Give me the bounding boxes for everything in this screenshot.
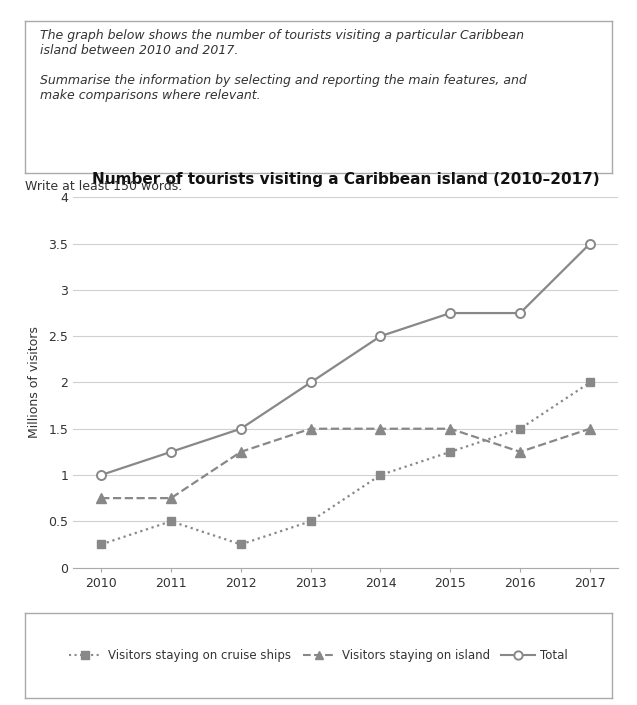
Title: Number of tourists visiting a Caribbean island (2010–2017): Number of tourists visiting a Caribbean … — [92, 171, 599, 187]
Text: The graph below shows the number of tourists visiting a particular Caribbean
isl: The graph below shows the number of tour… — [40, 29, 527, 102]
Y-axis label: Millions of visitors: Millions of visitors — [29, 326, 41, 439]
Legend: Visitors staying on cruise ships, Visitors staying on island, Total: Visitors staying on cruise ships, Visito… — [64, 644, 573, 667]
Text: Write at least 150 words.: Write at least 150 words. — [25, 180, 183, 192]
